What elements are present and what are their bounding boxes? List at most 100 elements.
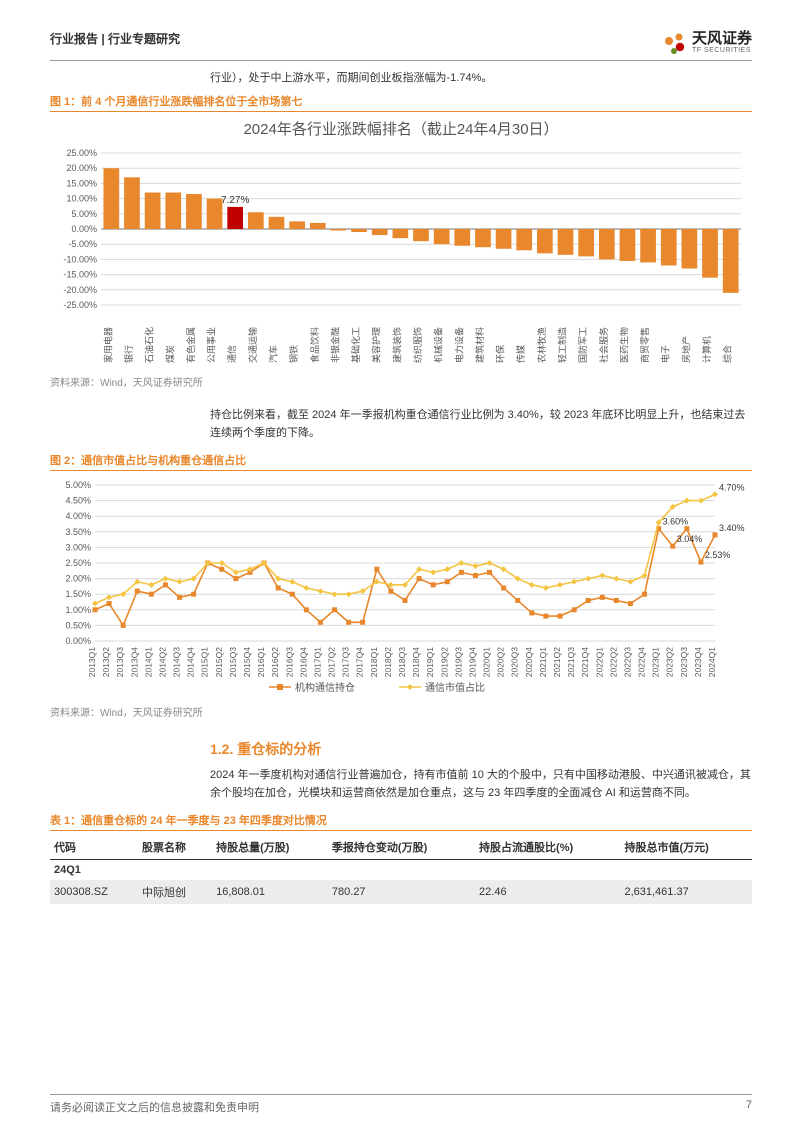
brand-cn: 天风证券	[692, 31, 752, 48]
svg-text:传媒: 传媒	[515, 345, 526, 363]
svg-text:10.00%: 10.00%	[66, 194, 97, 204]
svg-text:-5.00%: -5.00%	[68, 239, 97, 249]
svg-text:2020Q1: 2020Q1	[482, 647, 492, 678]
fig2-source: 资料来源：Wind，天风证券研究所	[50, 704, 752, 719]
svg-text:2020Q3: 2020Q3	[510, 647, 520, 678]
svg-text:-15.00%: -15.00%	[63, 270, 97, 280]
svg-text:农林牧渔: 农林牧渔	[536, 327, 547, 363]
svg-text:3.04%: 3.04%	[677, 534, 703, 544]
svg-text:建筑装饰: 建筑装饰	[391, 327, 402, 363]
svg-text:家用电器: 家用电器	[102, 327, 113, 363]
svg-text:通信: 通信	[226, 345, 237, 363]
table-row: 300308.SZ中际旭创16,808.01780.2722.462,631,4…	[50, 880, 752, 904]
svg-text:银行: 银行	[123, 345, 134, 363]
svg-text:2018Q1: 2018Q1	[369, 647, 379, 678]
svg-text:2.50%: 2.50%	[65, 558, 91, 568]
svg-text:2017Q2: 2017Q2	[327, 647, 337, 678]
svg-text:0.00%: 0.00%	[71, 224, 97, 234]
svg-text:基础化工: 基础化工	[350, 327, 361, 363]
svg-text:纺织服饰: 纺织服饰	[412, 327, 423, 363]
svg-text:2014Q4: 2014Q4	[186, 647, 196, 678]
svg-text:4.70%: 4.70%	[719, 483, 745, 493]
svg-text:2015Q1: 2015Q1	[200, 647, 210, 678]
svg-text:机构通信持仓: 机构通信持仓	[295, 681, 355, 694]
svg-text:2022Q4: 2022Q4	[637, 647, 647, 678]
svg-text:2015Q3: 2015Q3	[228, 647, 238, 678]
svg-text:2023Q2: 2023Q2	[665, 647, 675, 678]
footer-page-num: 7	[746, 1099, 752, 1115]
svg-text:2020Q4: 2020Q4	[524, 647, 534, 678]
svg-text:5.00%: 5.00%	[65, 480, 91, 490]
svg-text:环保: 环保	[495, 345, 506, 363]
svg-text:4.00%: 4.00%	[65, 511, 91, 521]
svg-text:2021Q3: 2021Q3	[566, 647, 576, 678]
logo-icon	[662, 30, 688, 56]
svg-text:3.00%: 3.00%	[65, 543, 91, 553]
fig1-title: 2024年各行业涨跌幅排名（截止24年4月30日）	[51, 118, 751, 139]
svg-text:医药生物: 医药生物	[618, 327, 629, 363]
table-header-cell: 持股总市值(万元)	[620, 835, 752, 860]
mid-text: 持仓比例来看，截至 2024 年一季报机构重仓通信行业比例为 3.40%，较 2…	[210, 407, 752, 442]
svg-text:2016Q3: 2016Q3	[284, 647, 294, 678]
svg-text:2024Q1: 2024Q1	[707, 647, 717, 678]
svg-text:0.00%: 0.00%	[65, 636, 91, 646]
svg-text:2014Q1: 2014Q1	[143, 647, 153, 678]
svg-text:建筑材料: 建筑材料	[474, 327, 485, 363]
svg-text:非银金融: 非银金融	[329, 327, 340, 363]
svg-text:2020Q2: 2020Q2	[496, 647, 506, 678]
svg-text:轻工制造: 轻工制造	[557, 327, 568, 363]
svg-text:2013Q1: 2013Q1	[87, 647, 97, 678]
svg-text:有色金属: 有色金属	[185, 327, 196, 363]
svg-text:2017Q1: 2017Q1	[312, 647, 322, 678]
table-header-cell: 季报持仓变动(万股)	[328, 835, 475, 860]
svg-text:食品饮料: 食品饮料	[309, 327, 320, 363]
table-header-cell: 股票名称	[138, 835, 212, 860]
fig1-caption: 图 1：前 4 个月通信行业涨跌幅排名位于全市场第七	[50, 93, 752, 112]
fig1-chart: -25.00%-20.00%-15.00%-10.00%-5.00%0.00%5…	[51, 147, 751, 367]
brand-logo: 天风证券 TF SECURITIES	[662, 30, 752, 56]
svg-text:美容护理: 美容护理	[371, 327, 382, 363]
svg-text:2022Q2: 2022Q2	[608, 647, 618, 678]
svg-text:-20.00%: -20.00%	[63, 285, 97, 295]
svg-text:0.50%: 0.50%	[65, 621, 91, 631]
svg-text:2019Q2: 2019Q2	[439, 647, 449, 678]
svg-text:汽车: 汽车	[267, 345, 278, 363]
svg-text:2019Q3: 2019Q3	[453, 647, 463, 678]
svg-text:2016Q4: 2016Q4	[298, 647, 308, 678]
svg-text:2013Q4: 2013Q4	[129, 647, 139, 678]
svg-text:2013Q2: 2013Q2	[101, 647, 111, 678]
svg-text:电子: 电子	[660, 345, 671, 363]
svg-text:2023Q1: 2023Q1	[651, 647, 661, 678]
table-header-cell: 持股占流通股比(%)	[475, 835, 620, 860]
svg-text:3.60%: 3.60%	[663, 517, 689, 527]
table1: 代码股票名称持股总量(万股)季报持仓变动(万股)持股占流通股比(%)持股总市值(…	[50, 835, 752, 904]
svg-text:2.00%: 2.00%	[65, 574, 91, 584]
svg-text:2021Q1: 2021Q1	[538, 647, 548, 678]
page-header: 行业报告 | 行业专题研究 天风证券 TF SECURITIES	[50, 30, 752, 61]
svg-text:15.00%: 15.00%	[66, 178, 97, 188]
table-header-cell: 代码	[50, 835, 138, 860]
quarter-label: 24Q1	[50, 860, 752, 881]
svg-text:2013Q3: 2013Q3	[115, 647, 125, 678]
svg-text:1.50%: 1.50%	[65, 589, 91, 599]
table-header-cell: 持股总量(万股)	[212, 835, 328, 860]
doc-category: 行业报告 | 行业专题研究	[50, 30, 180, 47]
svg-text:2021Q4: 2021Q4	[580, 647, 590, 678]
svg-text:1.00%: 1.00%	[65, 605, 91, 615]
svg-text:2017Q3: 2017Q3	[341, 647, 351, 678]
svg-text:2018Q4: 2018Q4	[411, 647, 421, 678]
svg-text:2015Q4: 2015Q4	[242, 647, 252, 678]
svg-text:2014Q3: 2014Q3	[172, 647, 182, 678]
svg-text:国防军工: 国防军工	[577, 327, 588, 363]
svg-text:2.53%: 2.53%	[705, 550, 731, 560]
svg-text:电力设备: 电力设备	[453, 327, 464, 363]
svg-text:2021Q2: 2021Q2	[552, 647, 562, 678]
svg-text:钢铁: 钢铁	[288, 345, 299, 363]
fig2-caption: 图 2：通信市值占比与机构重仓通信占比	[50, 452, 752, 471]
section-1-2-body: 2024 年一季度机构对通信行业普遍加仓，持有市值前 10 大的个股中，只有中国…	[210, 767, 752, 802]
svg-text:5.00%: 5.00%	[71, 209, 97, 219]
svg-text:2019Q1: 2019Q1	[425, 647, 435, 678]
svg-text:2023Q4: 2023Q4	[693, 647, 703, 678]
svg-text:2017Q4: 2017Q4	[355, 647, 365, 678]
svg-text:2016Q1: 2016Q1	[256, 647, 266, 678]
